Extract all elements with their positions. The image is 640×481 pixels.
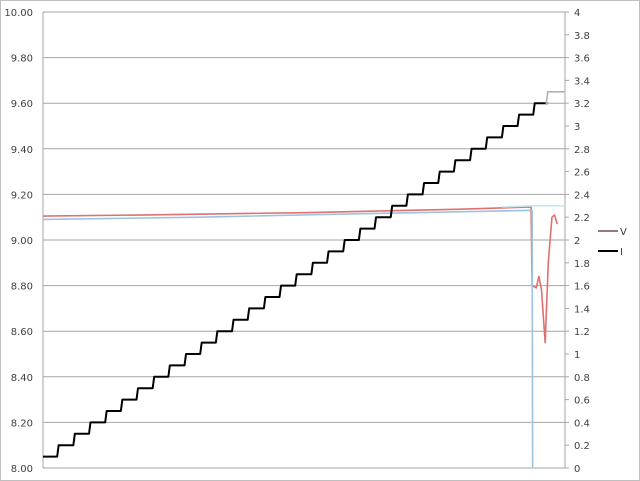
- right-tick-label: 0.4: [574, 418, 590, 429]
- right-tick-label: 3.4: [574, 76, 590, 87]
- left-tick-label: 8.40: [11, 373, 33, 384]
- right-tick-label: 0.8: [574, 373, 590, 384]
- left-tick-label: 8.00: [11, 464, 33, 475]
- left-tick-label: 8.60: [11, 327, 33, 338]
- right-tick-label: 3.2: [574, 99, 590, 110]
- right-tick-label: 1.4: [574, 304, 590, 315]
- left-tick-label: 10.00: [4, 8, 33, 19]
- right-tick-label: 1.2: [574, 327, 590, 338]
- series-line-4: [545, 91, 565, 104]
- right-tick-label: 2.4: [574, 190, 590, 201]
- right-tick-label: 3.8: [574, 31, 590, 42]
- right-tick-label: 2.2: [574, 213, 590, 224]
- left-tick-label: 8.80: [11, 282, 33, 293]
- series-I: [43, 102, 548, 458]
- left-tick-label: 8.20: [11, 418, 33, 429]
- left-tick-label: 9.20: [11, 190, 33, 201]
- series-line-2: [502, 205, 565, 208]
- right-tick-label: 4: [574, 8, 580, 19]
- right-tick-label: 3: [574, 122, 580, 133]
- right-tick-label: 2.6: [574, 168, 590, 179]
- right-tick-label: 2.8: [574, 145, 590, 156]
- right-tick-label: 1.6: [574, 282, 590, 293]
- left-tick-label: 9.60: [11, 99, 33, 110]
- legend-label-V: V: [620, 227, 627, 238]
- right-tick-label: 0.2: [574, 441, 590, 452]
- right-tick-label: 0.6: [574, 396, 590, 407]
- left-tick-label: 9.40: [11, 145, 33, 156]
- series-line-1: [42, 209, 534, 469]
- series-V: [42, 206, 558, 344]
- legend-label-I: I: [620, 247, 623, 258]
- left-tick-label: 9.00: [11, 236, 33, 247]
- right-tick-label: 3.6: [574, 54, 590, 65]
- right-tick-label: 0: [574, 464, 580, 475]
- right-tick-label: 1.8: [574, 259, 590, 270]
- right-tick-label: 2: [574, 236, 580, 247]
- left-tick-label: 9.80: [11, 54, 33, 65]
- right-tick-label: 1: [574, 350, 580, 361]
